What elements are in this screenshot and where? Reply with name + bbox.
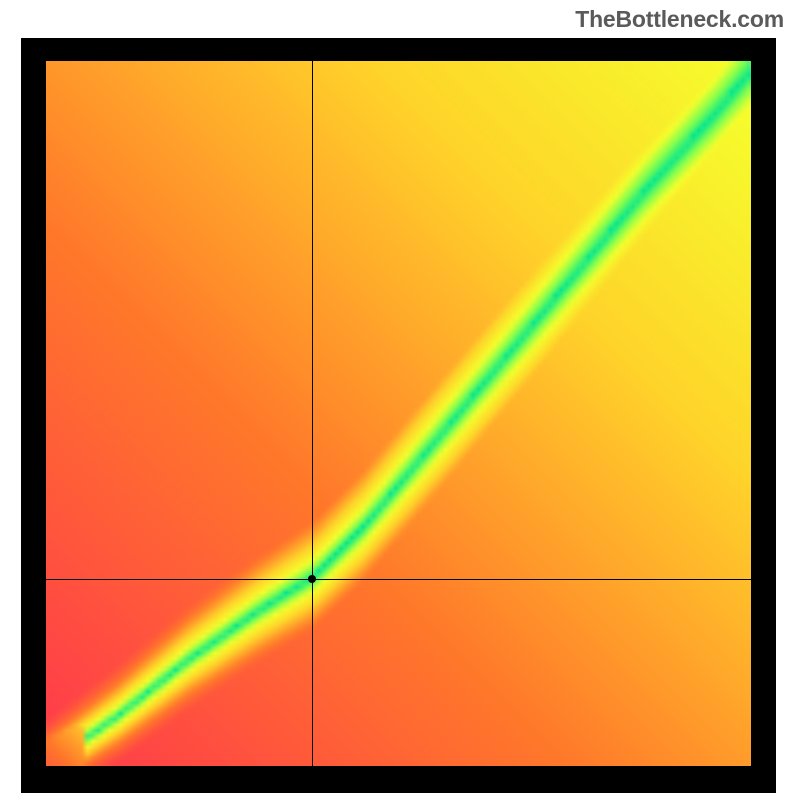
- plot-border: [21, 38, 776, 793]
- heatmap-canvas: [46, 61, 751, 766]
- chart-container: TheBottleneck.com: [0, 0, 800, 800]
- crosshair-marker: [308, 575, 316, 583]
- crosshair-horizontal: [46, 579, 751, 580]
- crosshair-vertical: [312, 61, 313, 766]
- plot-area: [46, 61, 751, 766]
- watermark-text: TheBottleneck.com: [575, 6, 784, 33]
